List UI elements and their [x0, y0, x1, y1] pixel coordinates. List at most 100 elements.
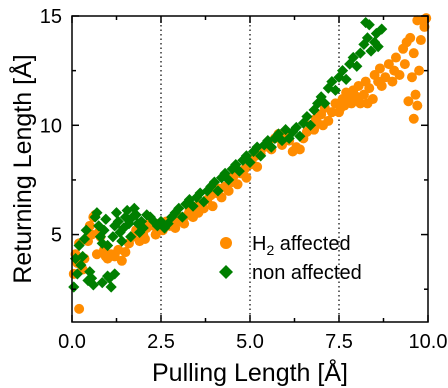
data-point-h2-affected	[415, 35, 426, 46]
data-point-h2-affected	[232, 179, 243, 190]
data-point-h2-affected	[405, 32, 416, 43]
data-point-h2-affected	[408, 48, 419, 59]
data-point-non-affected	[326, 75, 338, 88]
data-point-non-affected	[283, 132, 295, 144]
data-point-non-affected	[262, 134, 274, 147]
data-point-h2-affected	[120, 247, 131, 258]
data-point-h2-affected	[376, 80, 387, 91]
data-point-non-affected	[347, 51, 359, 64]
y-axis-label: Returning Length [Å]	[7, 54, 37, 283]
data-point-non-affected	[73, 239, 85, 252]
data-point-h2-affected	[414, 65, 425, 76]
data-point-non-affected	[258, 139, 270, 151]
data-point-non-affected	[80, 224, 92, 236]
data-point-h2-affected	[223, 185, 234, 196]
x-axis-label: Pulling Length [Å]	[152, 357, 348, 387]
data-point-non-affected	[354, 47, 366, 59]
data-point-h2-affected	[241, 172, 252, 183]
data-point-non-affected	[125, 231, 137, 243]
data-point-non-affected	[244, 156, 256, 169]
data-point-non-affected	[363, 19, 375, 31]
data-point-non-affected	[255, 150, 267, 162]
data-point-non-affected	[251, 141, 263, 153]
data-point-h2-affected	[408, 113, 419, 124]
data-point-non-affected	[294, 130, 306, 142]
data-point-non-affected	[78, 233, 91, 245]
data-point-non-affected	[312, 97, 324, 110]
legend-label: non affected	[252, 262, 362, 284]
data-point-h2-affected	[252, 161, 263, 172]
data-point-non-affected	[223, 174, 235, 186]
data-point-non-affected	[112, 215, 124, 228]
x-tick-label: 5.0	[236, 331, 264, 353]
data-point-non-affected	[329, 84, 342, 96]
data-point-non-affected	[68, 281, 80, 293]
data-point-non-affected	[208, 176, 220, 188]
data-point-non-affected	[75, 259, 87, 271]
data-point-h2-affected	[116, 255, 127, 266]
data-point-h2-affected	[294, 144, 305, 155]
data-point-h2-affected	[198, 203, 209, 214]
legend: H2 affected non affected	[219, 233, 362, 284]
data-point-h2-affected	[403, 96, 414, 107]
data-point-non-affected	[91, 207, 103, 219]
data-point-non-affected	[265, 141, 277, 153]
data-point-non-affected	[77, 250, 89, 263]
data-point-non-affected	[301, 110, 313, 123]
data-point-non-affected	[304, 119, 317, 131]
data-point-non-affected	[173, 202, 185, 214]
data-point-non-affected	[110, 207, 123, 219]
y-tick-label: 10	[40, 115, 62, 137]
data-point-non-affected	[98, 224, 110, 236]
data-point-non-affected	[212, 185, 224, 197]
data-point-non-affected	[71, 268, 83, 280]
legend-marker-non-affected	[219, 265, 233, 279]
data-point-h2-affected	[139, 233, 150, 244]
data-point-h2-affected	[360, 76, 371, 87]
data-point-non-affected	[287, 126, 299, 138]
data-point-h2-affected	[387, 76, 398, 87]
data-point-non-affected	[365, 45, 377, 57]
data-point-non-affected	[137, 222, 149, 234]
data-point-h2-affected	[419, 21, 430, 32]
x-tick-label: 7.5	[325, 331, 353, 353]
data-point-h2-affected	[410, 89, 421, 100]
data-point-non-affected	[107, 231, 119, 243]
data-point-h2-affected	[323, 115, 334, 126]
data-point-h2-affected	[374, 63, 385, 74]
data-point-non-affected	[247, 145, 260, 158]
data-point-non-affected	[109, 268, 121, 280]
data-point-non-affected	[276, 134, 288, 147]
legend-label: H2 affected	[252, 233, 351, 258]
data-point-h2-affected	[355, 98, 366, 109]
data-point-h2-affected	[74, 303, 85, 314]
data-point-h2-affected	[394, 70, 405, 81]
y-tick-label: 5	[51, 225, 62, 247]
data-point-non-affected	[102, 270, 114, 282]
data-point-h2-affected	[412, 100, 423, 111]
data-point-non-affected	[233, 165, 245, 177]
data-point-non-affected	[360, 16, 372, 29]
x-tick-label: 10.0	[409, 331, 448, 353]
axis-ticks: 0.0 2.5 5.0 7.5 10.0 5 10 15	[40, 6, 448, 353]
y-tick-label: 15	[40, 6, 62, 28]
x-tick-label: 2.5	[147, 331, 175, 353]
data-point-non-affected	[315, 91, 327, 103]
data-point-non-affected	[297, 117, 309, 129]
data-point-non-affected	[100, 213, 112, 225]
data-point-h2-affected	[390, 52, 401, 63]
data-point-non-affected	[198, 196, 210, 208]
legend-marker-h2-affected	[220, 237, 232, 249]
data-point-non-affected	[176, 211, 188, 223]
data-point-h2-affected	[335, 102, 346, 113]
data-point-non-affected	[372, 41, 384, 53]
data-point-h2-affected	[367, 94, 378, 105]
data-point-non-affected	[336, 65, 349, 77]
data-point-non-affected	[358, 38, 370, 51]
data-point-h2-affected	[421, 13, 432, 24]
data-point-h2-affected	[207, 201, 218, 212]
data-points	[68, 13, 432, 314]
data-point-h2-affected	[326, 107, 337, 118]
data-point-h2-affected	[399, 59, 410, 70]
